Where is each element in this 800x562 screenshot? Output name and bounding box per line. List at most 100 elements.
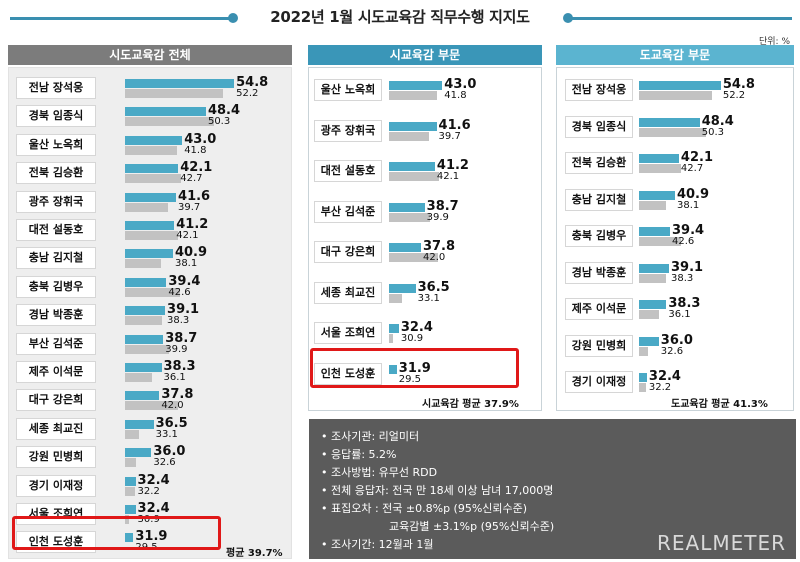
bar-previous [639,383,647,392]
bar-row-city: 광주 장휘국 41.6 39.7 [309,119,541,145]
bar-current [389,364,397,374]
value-label-previous: 33.1 [417,292,440,304]
category-label: 충남 김지철 [16,247,96,270]
title-dot-left [228,13,238,23]
value-label-previous: 42.6 [168,286,191,298]
bar-row-city: 울산 노옥희 43.0 41.8 [309,78,541,104]
bar-current [125,391,160,401]
category-label: 충남 김지철 [565,188,633,211]
bar-row-city: 세종 최교진 36.5 33.1 [309,281,541,307]
value-label-current: 39.4 [672,223,705,238]
value-label-current: 48.4 [207,103,241,119]
bar-row-all: 경기 이재정 32.4 32.2 [9,474,291,500]
value-label-previous: 41.8 [184,144,207,156]
value-label-previous: 52.2 [236,88,259,99]
title-line-right [570,17,792,20]
bar-current [125,277,167,287]
value-label-current: 38.3 [668,296,701,311]
value-label-current: 42.1 [680,150,713,165]
bar-current [639,227,671,236]
value-label-previous: 39.7 [178,201,201,213]
bar-previous [639,310,660,319]
category-label: 전북 김승환 [16,162,96,185]
bar-row-province: 충북 김병우 39.4 42.6 [557,224,793,250]
bar-current [125,135,183,145]
bar-previous [389,131,429,141]
value-label-previous: 30.9 [137,514,160,525]
bar-previous [125,145,177,155]
value-label-current: 41.6 [178,188,211,204]
bar-previous [125,259,161,269]
bar-previous [389,253,439,262]
bar-current [389,121,437,131]
value-label-current: 31.9 [135,529,168,545]
info-respondents: • 전체 응답자: 전국 만 18세 이상 남녀 17,000명 [321,484,554,497]
value-label-current: 40.9 [174,245,208,261]
bar-row-all: 세종 최교진 36.5 33.1 [9,417,291,443]
value-label-current: 43.0 [184,131,217,147]
bar-row-all: 충남 김지철 40.9 38.1 [9,246,291,272]
value-label-current: 39.1 [167,302,200,318]
category-label: 경북 임종식 [16,105,96,128]
bar-row-city: 대구 강은희 37.8 42.0 [309,240,541,266]
value-label-current: 54.8 [236,75,269,90]
value-label-previous: 42.0 [161,400,184,412]
category-label: 강원 민병희 [565,334,633,357]
category-label: 경기 이재정 [16,474,96,497]
value-label-current: 39.4 [168,273,201,289]
bar-row-province: 경기 이재정 32.4 32.2 [557,370,793,396]
value-label-previous: 38.3 [167,315,190,327]
bar-previous [639,273,667,283]
bar-previous [639,346,648,356]
bar-previous [125,344,169,354]
value-label-previous: 30.9 [400,333,424,344]
bar-current [639,154,679,163]
category-label: 경남 박종훈 [565,261,633,284]
highlight-box-city [310,348,519,388]
bar-row-city: 인천 도성훈 31.9 29.5 [309,362,541,388]
bar-current [639,373,647,382]
value-label-previous: 32.2 [648,382,672,393]
bar-current [125,419,154,429]
bar-row-city: 대전 설동호 41.2 42.1 [309,159,541,185]
value-label-previous: 36.1 [163,372,186,383]
info-period: • 조사기간: 12월과 1월 [321,538,434,551]
bar-row-all: 전북 김승환 42.1 42.7 [9,161,291,187]
value-label-previous: 38.1 [174,258,198,270]
value-label-previous: 42.0 [422,252,446,263]
value-label-previous: 42.1 [176,230,199,241]
info-method: • 조사방법: 유무선 RDD [321,466,438,479]
value-label-current: 43.0 [444,77,477,92]
bar-previous [125,202,168,212]
title-row: 2022년 1월 시도교육감 직무수행 지지도 [0,0,800,36]
value-label-current: 42.1 [180,160,213,176]
bar-previous [639,237,681,246]
panel-city-average: 시교육감 평균 37.9% [422,399,519,410]
highlight-box-all [12,516,221,550]
category-label: 대구 강은희 [16,389,96,412]
page-title: 2022년 1월 시도교육감 직무수행 지지도 [270,8,530,26]
bar-previous [125,174,181,184]
value-label-previous: 33.1 [155,428,178,440]
title-line-left [10,17,230,20]
value-label-current: 40.9 [676,186,710,202]
category-label: 세종 최교진 [314,281,382,304]
bar-row-province: 경남 박종훈 39.1 38.3 [557,261,793,287]
info-agency: • 조사기관: 리얼미터 [321,430,420,443]
bar-row-all: 강원 민병희 36.0 32.6 [9,445,291,471]
value-label-previous: 32.6 [153,457,176,469]
value-label-current: 36.5 [155,415,188,431]
bar-previous [639,91,713,100]
category-label: 광주 장휘국 [16,190,96,213]
title-dot-right [563,13,573,23]
value-label-previous: 42.7 [680,163,704,174]
category-label: 충북 김병우 [16,275,96,298]
bar-row-all: 경남 박종훈 39.1 38.3 [9,303,291,329]
category-label: 충북 김병우 [565,225,633,247]
value-label-current: 32.4 [137,501,170,516]
bar-current [125,249,173,259]
value-label-current: 39.1 [671,259,704,275]
value-label-current: 37.8 [422,239,456,254]
value-label-current: 48.4 [701,113,734,129]
category-label: 경북 임종식 [565,115,633,138]
